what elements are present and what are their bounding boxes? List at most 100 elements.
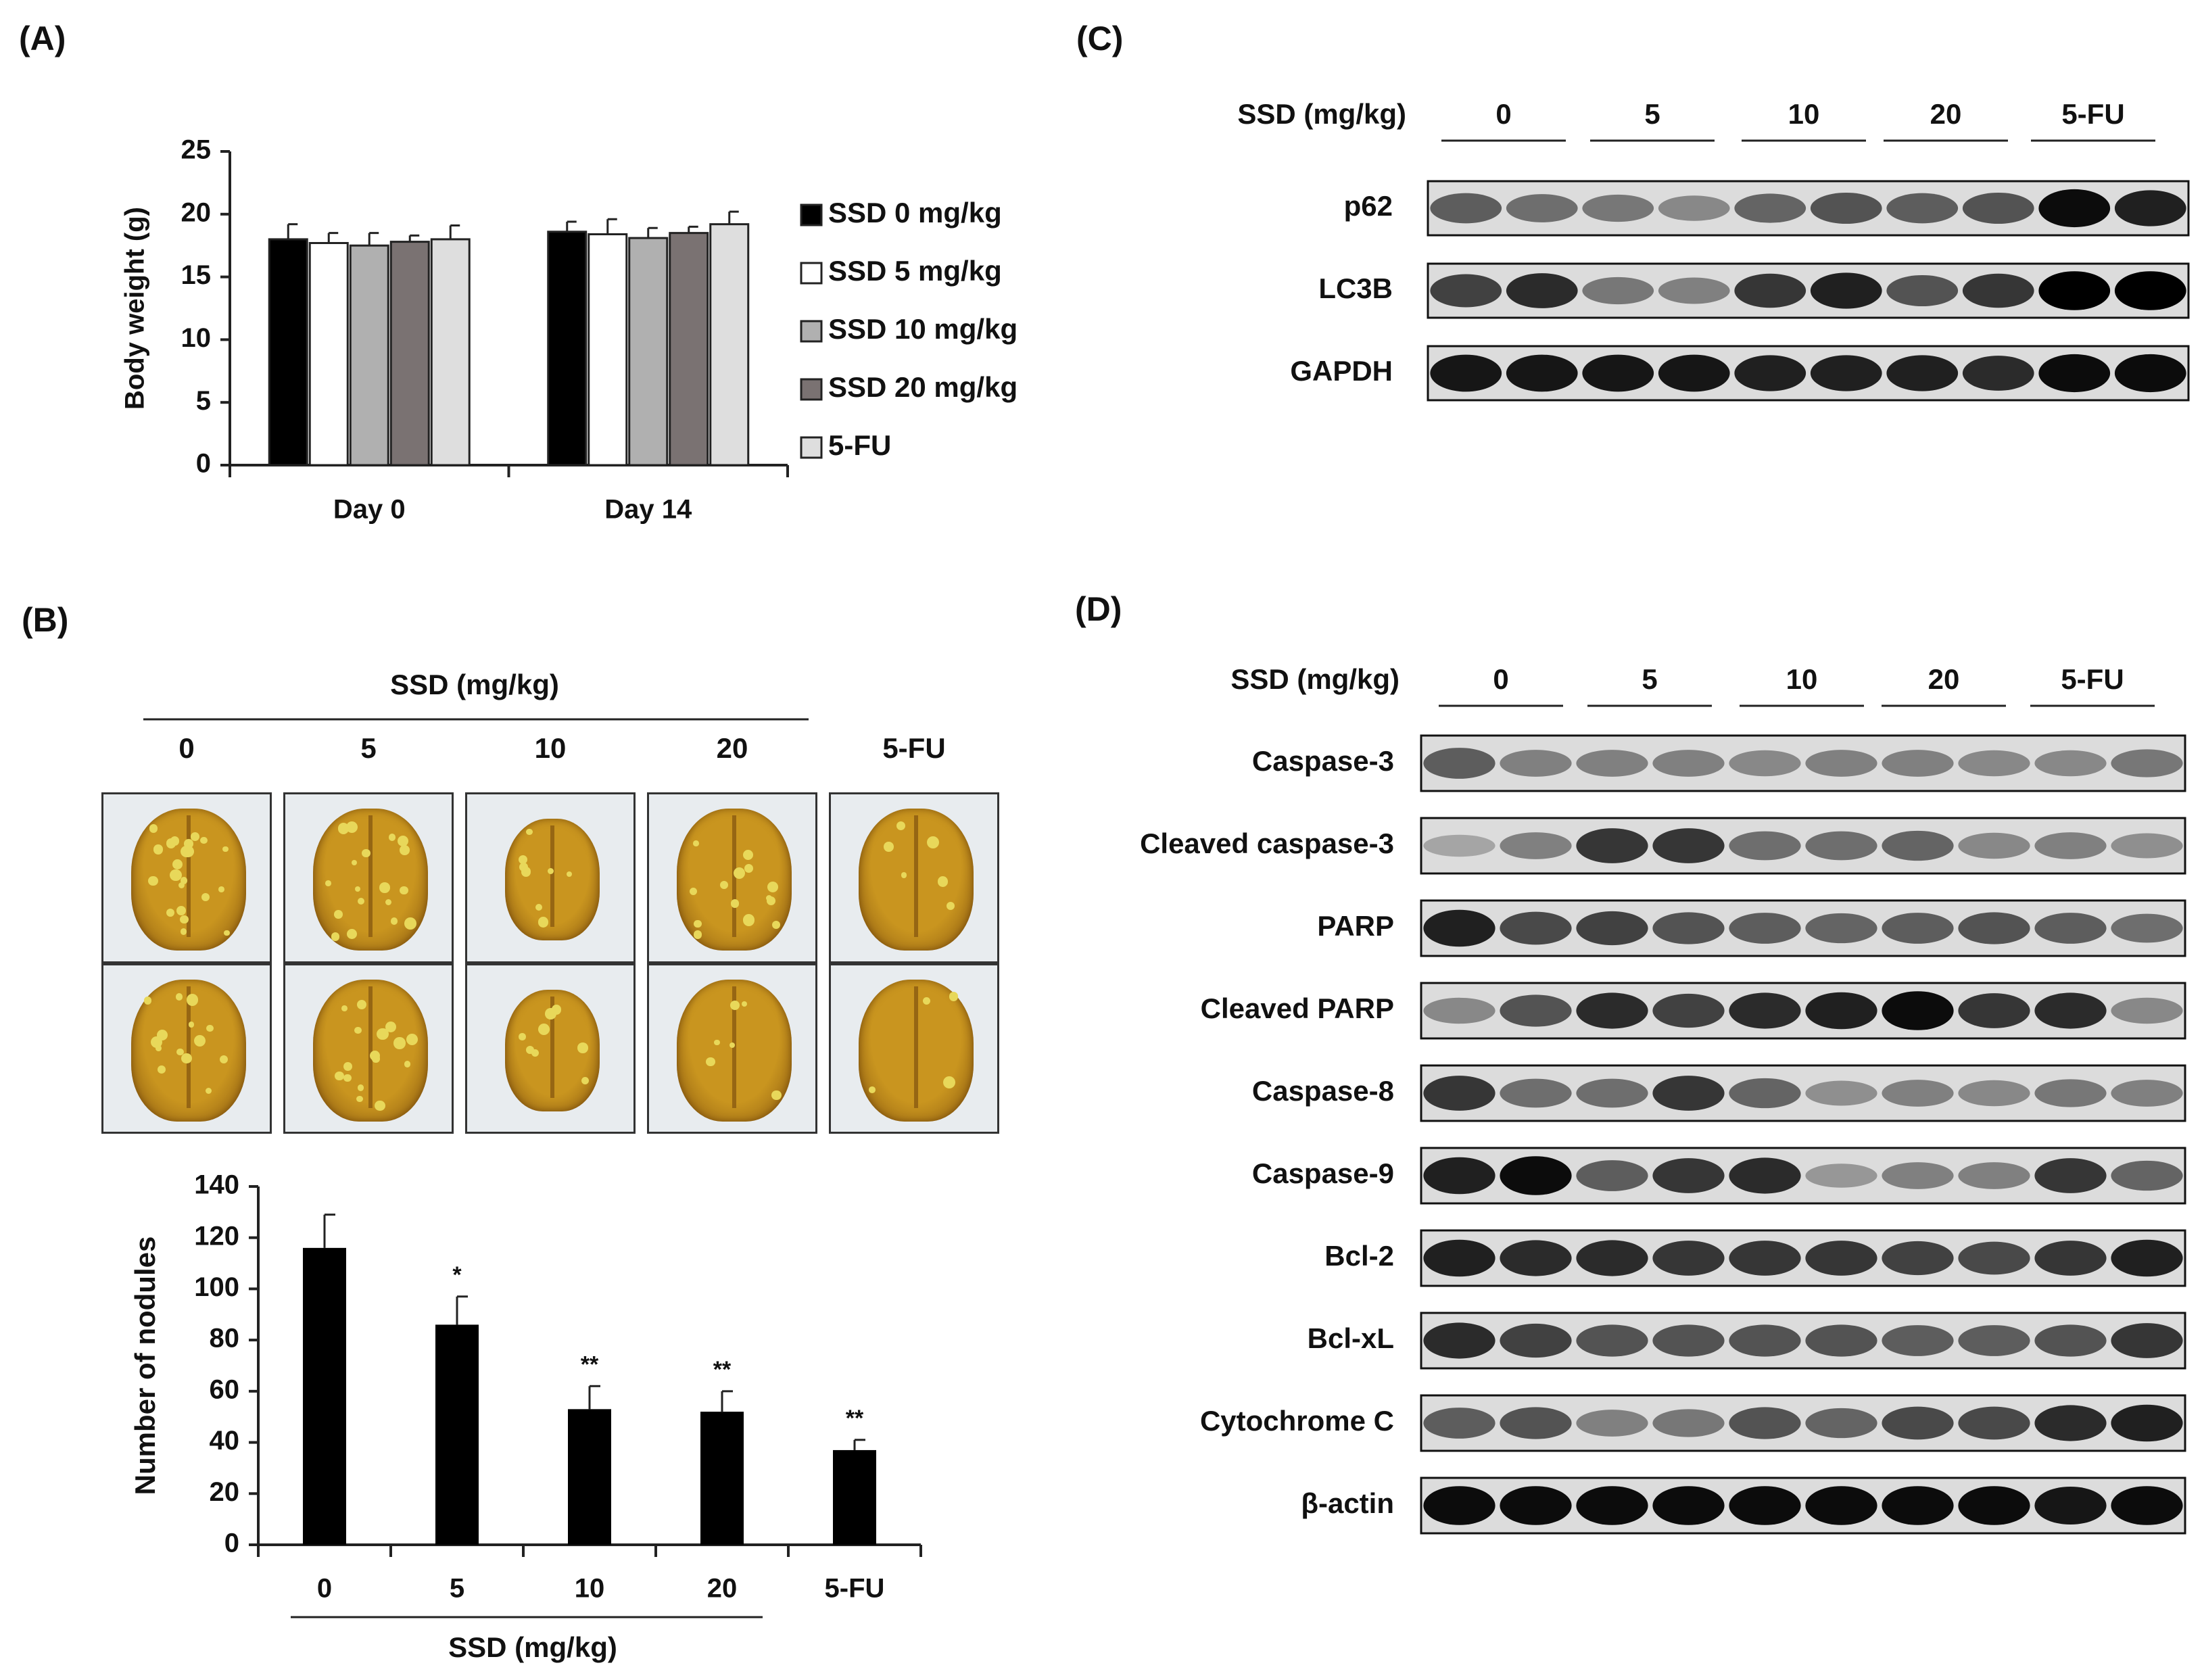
blot-d-band [1423, 748, 1495, 779]
nodule [926, 836, 939, 849]
blot-c-band [1962, 192, 2034, 224]
chart-a-y-tick-label: 15 [181, 260, 212, 290]
chart-a-y-tick-label: 0 [196, 449, 211, 479]
blot-d-row-label-6: Bcl-2 [1324, 1240, 1394, 1272]
chart-a-y-tick-label: 10 [181, 323, 212, 353]
nodule [180, 915, 189, 924]
blot-d-row-label-8: Cytochrome C [1200, 1405, 1394, 1437]
blot-d-band [1576, 750, 1648, 777]
nodule [200, 836, 208, 844]
nodule [535, 903, 542, 911]
nodule [743, 849, 754, 860]
blot-d-band [1576, 1240, 1648, 1276]
nodule [206, 1024, 214, 1032]
blot-c-band [1506, 194, 1578, 222]
legend-swatch-2 [800, 320, 823, 343]
blot-d-band [1958, 993, 2030, 1028]
blot-d-row-label-4: Caspase-8 [1252, 1075, 1394, 1107]
lung-photo [829, 963, 999, 1134]
nodule [181, 1053, 192, 1064]
blot-d-band [2111, 833, 2183, 859]
chart-b-y-tick-label: 140 [194, 1170, 239, 1200]
chart-b-x-axis-label: SSD (mg/kg) [448, 1631, 617, 1663]
blot-d-band [1805, 1324, 1877, 1357]
chart-b-x-tick-label: 20 [707, 1574, 738, 1604]
blot-c-band [1658, 354, 1730, 392]
blot-c-band [1810, 272, 1882, 309]
chart-b-significance-3: ** [713, 1357, 732, 1383]
blot-d-band [1805, 1241, 1877, 1276]
blot-d-band [1576, 1486, 1648, 1525]
photo-column-label-4: 5-FU [882, 732, 945, 764]
nodule [729, 1042, 736, 1048]
lung-photo [647, 792, 817, 963]
blot-d-band [1882, 913, 1954, 944]
chart-a-bar-1-1 [588, 233, 628, 466]
blot-d-band [2111, 1323, 2183, 1358]
blot-d-group-label-1: 5 [1642, 663, 1657, 695]
blot-d-band [2034, 1241, 2107, 1276]
blot-d-band [2111, 1486, 2183, 1525]
chart-b-x-tick-label: 5-FU [825, 1574, 885, 1604]
blot-d-row-label-0: Caspase-3 [1252, 745, 1394, 777]
blot-d-row-label-2: PARP [1317, 910, 1394, 942]
blot-d-band [1652, 1076, 1725, 1111]
chart-b-bar-2 [568, 1409, 611, 1545]
nodule [693, 930, 702, 939]
nodule [577, 1042, 588, 1053]
panel-label-b: (B) [22, 601, 69, 639]
photo-column-label-2: 10 [535, 732, 567, 764]
nodule [741, 1001, 747, 1007]
lung-split [368, 815, 373, 937]
nodule [404, 917, 417, 930]
lung-split [187, 986, 191, 1108]
nodule [176, 906, 187, 916]
blot-d-row-label-9: β-actin [1301, 1487, 1394, 1519]
chart-b-x-tick-label: 5 [450, 1574, 464, 1604]
legend-swatch-4 [800, 436, 823, 459]
blot-d-band [1652, 993, 1725, 1028]
nodule [172, 859, 183, 870]
blot-d-band [2034, 750, 2107, 777]
nodule [222, 846, 229, 853]
blot-d-group-label-3: 20 [1928, 663, 1960, 695]
nodule [720, 880, 729, 890]
chart-b-x-tick-label: 0 [317, 1574, 332, 1604]
blot-d-band [1576, 1160, 1648, 1191]
blot-d-band [2111, 997, 2183, 1024]
nodule [526, 829, 533, 836]
blot-d-band [1423, 1239, 1495, 1277]
nodule [357, 1084, 364, 1091]
blot-c-band [1734, 193, 1806, 223]
photo-header: SSD (mg/kg) [390, 669, 559, 700]
blot-d-band [1729, 750, 1801, 777]
nodule [356, 999, 367, 1009]
blot-d-band [1576, 911, 1648, 946]
chart-a-x-tick-label: Day 14 [604, 495, 692, 525]
blot-d-band [1500, 1156, 1572, 1195]
blot-c-band [1658, 195, 1730, 221]
nodule [547, 868, 554, 875]
blot-d-band [2034, 1158, 2107, 1193]
nodule [766, 896, 775, 906]
blot-d-band [1652, 828, 1725, 863]
lung-split [368, 986, 373, 1108]
nodule [149, 824, 158, 833]
blot-c-band [1430, 274, 1502, 308]
blot-d-band [1958, 750, 2030, 777]
nodule [733, 867, 745, 879]
nodule [377, 1028, 389, 1040]
nodule [369, 1050, 380, 1061]
nodule [358, 897, 365, 905]
blot-d-band [1958, 1162, 2030, 1189]
chart-b-x-tick-label: 10 [575, 1574, 605, 1604]
nodule [170, 869, 182, 882]
blot-d-band [2111, 1239, 2183, 1277]
blot-d-band [1958, 1241, 2030, 1275]
blot-c-group-label-4: 5-FU [2061, 98, 2124, 130]
blot-d-band [1500, 1078, 1572, 1108]
blot-c-band [1810, 192, 1882, 224]
lung-photo [283, 963, 454, 1134]
nodule [771, 920, 781, 930]
blot-d-band [1805, 831, 1877, 861]
